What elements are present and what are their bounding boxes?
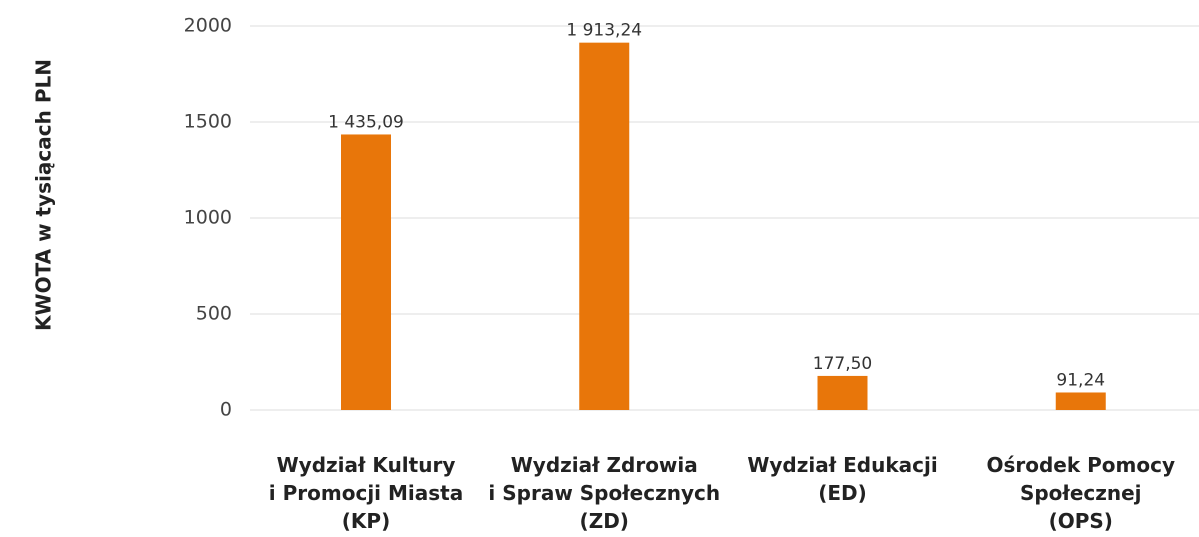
- y-tick-label: 2000: [184, 15, 232, 37]
- data-label: 1 913,24: [566, 21, 642, 41]
- y-tick-label: 1000: [184, 207, 232, 229]
- y-axis-label: KWOTA w tysiącach PLN: [32, 59, 56, 331]
- bar: [817, 375, 868, 410]
- data-label: 91,24: [1056, 370, 1105, 390]
- x-tick-label: Wydział Edukacji (ED): [747, 453, 937, 505]
- x-tick-label: Wydział Kultury i Promocji Miasta (KP): [269, 453, 463, 533]
- x-tick-label: Wydział Zdrowia i Spraw Społecznych (ZD): [488, 453, 720, 533]
- x-tick-label: Ośrodek Pomocy Społecznej (OPS): [986, 453, 1175, 533]
- data-label: 177,50: [813, 354, 872, 374]
- bar: [341, 134, 391, 411]
- y-tick-label: 0: [220, 399, 232, 421]
- bar: [1055, 392, 1106, 410]
- bar: [579, 42, 630, 410]
- y-tick-label: 1500: [184, 111, 232, 133]
- y-tick-label: 500: [196, 303, 232, 325]
- data-label: 1 435,09: [328, 112, 404, 132]
